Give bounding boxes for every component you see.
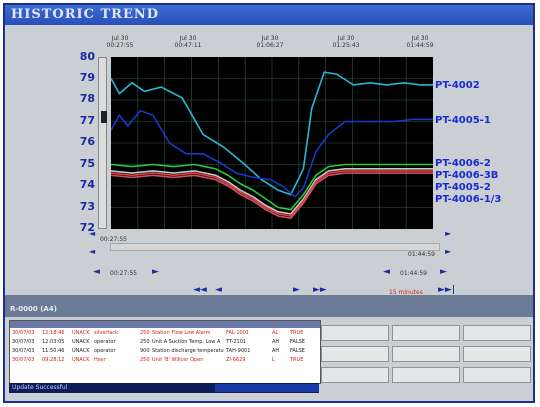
alarm-cell-date: 30/07/03 (12, 347, 34, 355)
range-start-time: 00:27:55 (100, 236, 127, 243)
y-tick-76: 76 (73, 135, 95, 148)
alarm-row[interactable]: 30/07/03 12:18:46 UNACK silverfack 250Statio… (10, 329, 320, 337)
alarm-row[interactable]: 30/07/03 12:03:05 UNACK operator 250Unit A S… (10, 338, 320, 346)
y-tick-75: 75 (73, 157, 95, 170)
alarm-row[interactable]: 30/07/03 09:28:12 UNACK Hser 250Unit 'B' Wil… (10, 356, 320, 364)
alarm-cell-user: operator (94, 338, 116, 346)
time-range-bar[interactable] (110, 243, 440, 251)
alarm-cell-tag: TT-2101 (226, 338, 246, 346)
function-button-5[interactable] (392, 346, 460, 362)
alarm-cell-desc: Station discharge temperatu (152, 347, 224, 355)
start-back-button[interactable]: ◄ (93, 267, 100, 277)
alarm-cell-type: AL (272, 329, 278, 337)
alarm-cell-user: Hser (94, 356, 106, 364)
function-button-6[interactable] (463, 346, 531, 362)
alarm-cell-type: AH (272, 338, 279, 346)
function-button-1[interactable] (321, 325, 389, 341)
alarm-cell-pri: 900 (140, 347, 150, 355)
alarm-cell-date: 30/07/03 (12, 329, 34, 337)
alarm-cell-date: 30/07/03 (12, 338, 34, 346)
alarm-cell-time: 12:18:46 (42, 329, 64, 337)
window-title: HISTORIC TREND (11, 7, 159, 22)
bottom-panel-strip (5, 295, 533, 317)
time-header-2: Jul 3001:06:27 (250, 35, 290, 49)
series-label-pt-4005-2: PT-4005-2 (435, 182, 491, 193)
trend-plot (111, 57, 433, 229)
alarm-cell-desc: Unit 'B' Willcer Open (152, 356, 203, 364)
title-bar: HISTORIC TREND (5, 5, 533, 25)
alarm-cell-pri: 250 (140, 356, 150, 364)
alarm-row[interactable]: 30/07/03 11:50:46 UNACK operator 900Station … (10, 347, 320, 355)
alarm-cell-state: TRUE (290, 356, 303, 364)
range-left-arrow-icon[interactable]: ◄ (89, 229, 95, 238)
series-label-pt-4006-1-3: PT-4006-1/3 (435, 194, 501, 205)
function-button-2[interactable] (392, 325, 460, 341)
start-forward-button[interactable]: ► (152, 267, 159, 277)
scroll-end-time: 01:44:59 (400, 270, 427, 277)
function-button-4[interactable] (321, 346, 389, 362)
end-back-button[interactable]: ◄ (383, 267, 390, 277)
alarm-table-header (10, 321, 320, 328)
series-label-pt-4002: PT-4002 (435, 80, 480, 91)
alarm-cell-time: 12:03:05 (42, 338, 64, 346)
alarm-table: 30/07/0312:18:46UNACKsilverfack250Statio… (9, 320, 321, 384)
alarm-cell-state: FALSE (290, 338, 305, 346)
alarm-cell-node: UNACK (72, 338, 90, 346)
step-back-button[interactable]: ◄ (215, 285, 222, 295)
function-button-8[interactable] (392, 367, 460, 383)
y-tick-80: 80 (73, 50, 95, 63)
function-button-9[interactable] (463, 367, 531, 383)
range-right-arrow-icon[interactable]: ► (445, 229, 451, 238)
y-tick-77: 77 (73, 114, 95, 127)
alarm-cell-node: UNACK (72, 329, 90, 337)
alarm-cell-time: 11:50:46 (42, 347, 64, 355)
alarm-cell-user: operator (94, 347, 116, 355)
vertical-scrollbar[interactable] (98, 57, 107, 229)
alarm-cell-tag: ZI-6629 (226, 356, 245, 364)
alarm-cell-pri: 250 (140, 329, 150, 337)
alarm-cell-date: 30/07/03 (12, 356, 34, 364)
function-button-3[interactable] (463, 325, 531, 341)
time-header-1: Jul 3000:47:11 (168, 35, 208, 49)
scroll-start-time: 00:27:55 (110, 270, 137, 277)
historic-trend-window: HISTORIC TREND Jul 3000:27:55 Jul 3000:4… (3, 3, 535, 403)
alarm-cell-node: UNACK (72, 347, 90, 355)
vertical-scroll-thumb[interactable] (101, 111, 107, 123)
alarm-cell-type: AH (272, 347, 279, 355)
end-forward-button[interactable]: ► (440, 267, 447, 277)
alarm-cell-desc: Station Flow Low Alarm (152, 329, 211, 337)
fast-rewind-button[interactable]: ◄◄ (193, 285, 207, 295)
jump-to-end-button[interactable]: ►►| (438, 285, 455, 295)
y-tick-73: 73 (73, 200, 95, 213)
time-header-0: Jul 3000:27:55 (100, 35, 140, 49)
range2-right-arrow-icon[interactable]: ► (445, 247, 451, 256)
series-label-pt-4006-3b: PT-4006-3B (435, 170, 498, 181)
status-progress (215, 384, 319, 392)
y-tick-79: 79 (73, 71, 95, 84)
alarm-cell-pri: 250 (140, 338, 150, 346)
time-header-3: Jul 3001:25:43 (326, 35, 366, 49)
trend-svg (111, 57, 433, 229)
alarm-cell-time: 09:28:12 (42, 356, 64, 364)
step-forward-button[interactable]: ► (293, 285, 300, 295)
alarm-cell-node: UNACK (72, 356, 90, 364)
y-tick-74: 74 (73, 178, 95, 191)
y-tick-78: 78 (73, 92, 95, 105)
alarm-cell-desc: Unit A Suction Temp. Low A (152, 338, 220, 346)
fast-forward-button[interactable]: ►► (313, 285, 327, 295)
alarm-cell-state: TRUE (290, 329, 303, 337)
alarm-cell-tag: TAH-9001 (226, 347, 250, 355)
series-label-pt-4006-2: PT-4006-2 (435, 158, 491, 169)
range-end-time: 01:44:59 (408, 251, 435, 258)
range2-left-arrow-icon[interactable]: ◄ (89, 247, 95, 256)
alarm-cell-user: silverfack (94, 329, 118, 337)
function-button-7[interactable] (321, 367, 389, 383)
alarm-cell-tag: FAL-1001 (226, 329, 249, 337)
series-label-pt-4005-1: PT-4005-1 (435, 115, 491, 126)
panel-label: R-0000 (A4) (10, 305, 57, 313)
alarm-cell-type: L (272, 356, 275, 364)
alarm-cell-state: FALSE (290, 347, 305, 355)
time-header-4: Jul 3001:44:59 (400, 35, 440, 49)
